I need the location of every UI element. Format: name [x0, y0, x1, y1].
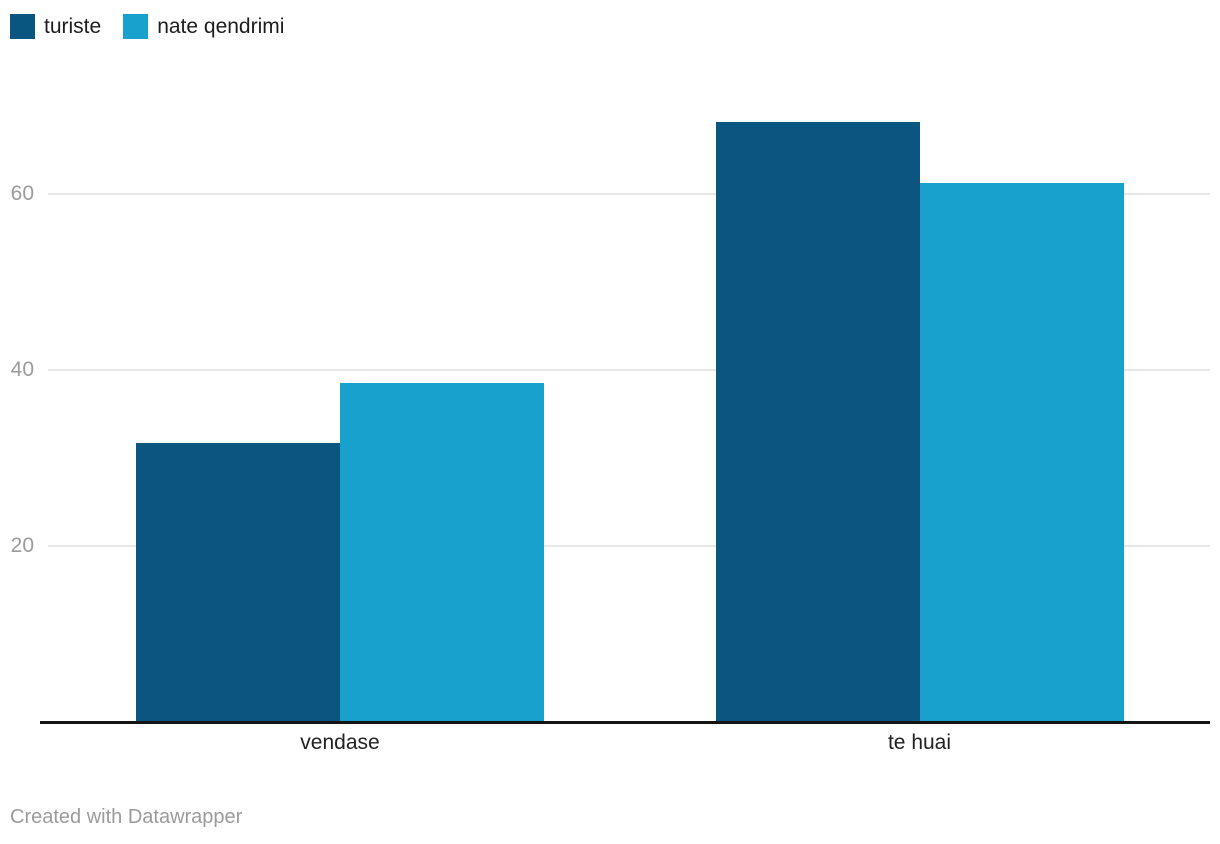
gridline-40 [48, 369, 1210, 371]
legend-item-nate-qendrimi: nate qendrimi [123, 14, 284, 39]
legend-item-turiste: turiste [10, 14, 101, 39]
gridline-20 [48, 545, 1210, 547]
legend-swatch-turiste-icon [10, 14, 35, 39]
bar-turiste-te-huai [715, 121, 920, 722]
chart-legend: turiste nate qendrimi [10, 14, 284, 39]
legend-swatch-nate-qendrimi-icon [123, 14, 149, 39]
bar-nate-qendrimi-te-huai [919, 182, 1124, 722]
y-tick-label-60: 60 [10, 182, 34, 205]
category-label-te-huai: te huai [887, 731, 952, 754]
x-axis-line [40, 721, 1210, 724]
y-tick-label-40: 40 [10, 358, 34, 381]
bar-turiste-vendase [136, 443, 340, 722]
bar-nate-qendrimi-vendase [340, 383, 544, 722]
legend-label-turiste: turiste [44, 15, 102, 38]
legend-label-nate-qendrimi: nate qendrimi [157, 15, 285, 38]
y-tick-label-20: 20 [10, 534, 34, 557]
datawrapper-credit[interactable]: Created with Datawrapper [10, 806, 243, 828]
category-label-vendase: vendase [300, 731, 380, 754]
gridline-60 [48, 193, 1210, 195]
